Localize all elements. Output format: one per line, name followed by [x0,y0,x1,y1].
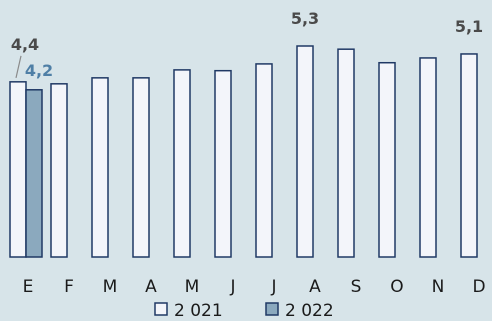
bar-2021-a-3 [132,77,150,258]
x-tick-n-10: N [432,277,445,297]
bars-layer [9,45,478,258]
data-label-2022-0: 4,2 [25,61,53,80]
x-tick-o-9: O [390,277,403,297]
bar-2021-j-6 [255,63,273,258]
bar-2021-j-5 [214,69,232,258]
bar-2021-m-2 [91,77,109,258]
x-tick-a-7: A [309,277,321,297]
bar-2021-o-9 [378,61,396,258]
bar-2021-f-1 [50,83,68,258]
legend-label-2022: 2 022 [285,301,334,321]
bar-2022-e-0 [25,89,43,258]
legend: 2 021 2 022 [154,301,334,321]
x-tick-e-0: E [23,277,34,297]
x-tick-s-8: S [351,277,362,297]
x-tick-m-2: M [103,277,118,297]
x-tick-a-3: A [145,277,157,297]
x-tick-f-1: F [64,277,74,297]
bar-2021-a-7 [296,45,314,258]
x-tick-j-5: J [229,277,235,297]
data-label-2021-0: 4,4 [11,35,39,54]
legend-label-2021: 2 021 [174,301,223,321]
bar-2021-e-0 [9,81,27,258]
x-tick-j-6: J [270,277,276,297]
bar-2021-s-8 [337,48,355,258]
leader-lines-layer [15,55,22,78]
data-label-2021-11: 5,1 [455,17,483,36]
legend-swatch-2022 [265,302,279,316]
bar-2021-n-10 [419,57,437,258]
x-tick-m-4: M [185,277,200,297]
data-labels-layer: 4,4 4,2 5,3 5,1 [11,9,483,80]
x-tick-d-11: D [472,277,485,297]
leader-line-2021-e [15,55,22,78]
legend-swatch-2021 [154,302,168,316]
bar-2021-d-11 [460,53,478,258]
bar-2021-m-4 [173,69,191,258]
data-label-2021-7: 5,3 [291,9,319,28]
